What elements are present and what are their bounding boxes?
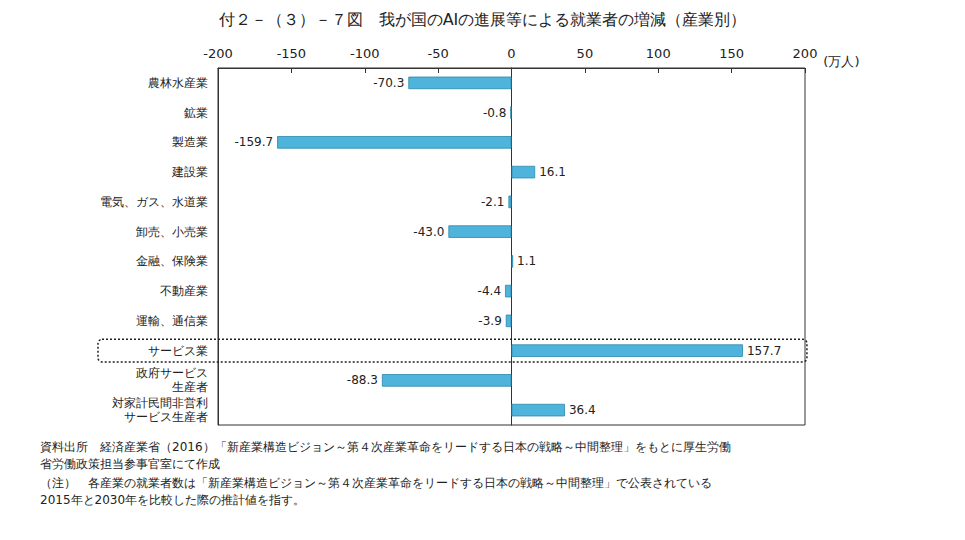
svg-text:対家計民間非営利: 対家計民間非営利 bbox=[112, 396, 208, 410]
svg-text:-2.1: -2.1 bbox=[481, 195, 504, 209]
svg-text:-4.4: -4.4 bbox=[478, 284, 501, 298]
svg-text:16.1: 16.1 bbox=[539, 165, 566, 179]
svg-text:100: 100 bbox=[646, 46, 671, 61]
svg-text:-100: -100 bbox=[350, 46, 380, 61]
svg-text:鉱業: 鉱業 bbox=[184, 106, 208, 120]
svg-text:36.4: 36.4 bbox=[569, 403, 596, 417]
svg-text:資料出所 経済産業省（2016）「新産業構造ビジョン～第４次: 資料出所 経済産業省（2016）「新産業構造ビジョン～第４次産業革命をリードする… bbox=[40, 440, 731, 454]
svg-text:政府サービス: 政府サービス bbox=[136, 366, 208, 380]
svg-text:150: 150 bbox=[719, 46, 744, 61]
svg-text:運輸、通信業: 運輸、通信業 bbox=[136, 314, 208, 328]
svg-text:-70.3: -70.3 bbox=[373, 76, 404, 90]
svg-text:1.1: 1.1 bbox=[517, 254, 536, 268]
svg-text:製造業: 製造業 bbox=[172, 135, 208, 149]
svg-text:-150: -150 bbox=[277, 46, 307, 61]
svg-text:-159.7: -159.7 bbox=[234, 135, 273, 149]
svg-text:電気、ガス、水道業: 電気、ガス、水道業 bbox=[100, 195, 208, 209]
svg-text:卸売、小売業: 卸売、小売業 bbox=[136, 225, 208, 239]
svg-text:生産者: 生産者 bbox=[172, 380, 208, 394]
svg-text:-50: -50 bbox=[428, 46, 449, 61]
svg-text:建設業: 建設業 bbox=[171, 165, 208, 179]
svg-text:-88.3: -88.3 bbox=[347, 373, 378, 387]
svg-text:157.7: 157.7 bbox=[747, 344, 781, 358]
svg-text:（注） 各産業の就業者数は「新産業構造ビジョン～第４次産業革: （注） 各産業の就業者数は「新産業構造ビジョン～第４次産業革命をリードする日本の… bbox=[40, 476, 712, 490]
svg-text:2015年と2030年を比較した際の推計値を指す。: 2015年と2030年を比較した際の推計値を指す。 bbox=[40, 493, 305, 507]
svg-text:-200: -200 bbox=[203, 46, 233, 61]
svg-text:(万人): (万人) bbox=[823, 54, 859, 69]
svg-text:不動産業: 不動産業 bbox=[160, 284, 208, 298]
svg-text:サービス生産者: サービス生産者 bbox=[124, 410, 208, 424]
svg-text:200: 200 bbox=[793, 46, 818, 61]
svg-text:金融、保険業: 金融、保険業 bbox=[136, 254, 208, 268]
svg-text:-0.8: -0.8 bbox=[483, 106, 506, 120]
svg-text:農林水産業: 農林水産業 bbox=[148, 76, 208, 90]
svg-text:0: 0 bbox=[507, 46, 515, 61]
svg-text:-3.9: -3.9 bbox=[478, 314, 501, 328]
svg-text:-43.0: -43.0 bbox=[413, 225, 444, 239]
svg-text:省労働政策担当参事官室にて作成: 省労働政策担当参事官室にて作成 bbox=[40, 457, 220, 471]
svg-text:サービス業: サービス業 bbox=[148, 344, 208, 358]
svg-text:50: 50 bbox=[577, 46, 594, 61]
svg-text:付２－（３）－７図 我が国のAIの進展等による就業者の増減（: 付２－（３）－７図 我が国のAIの進展等による就業者の増減（産業別） bbox=[218, 10, 747, 29]
